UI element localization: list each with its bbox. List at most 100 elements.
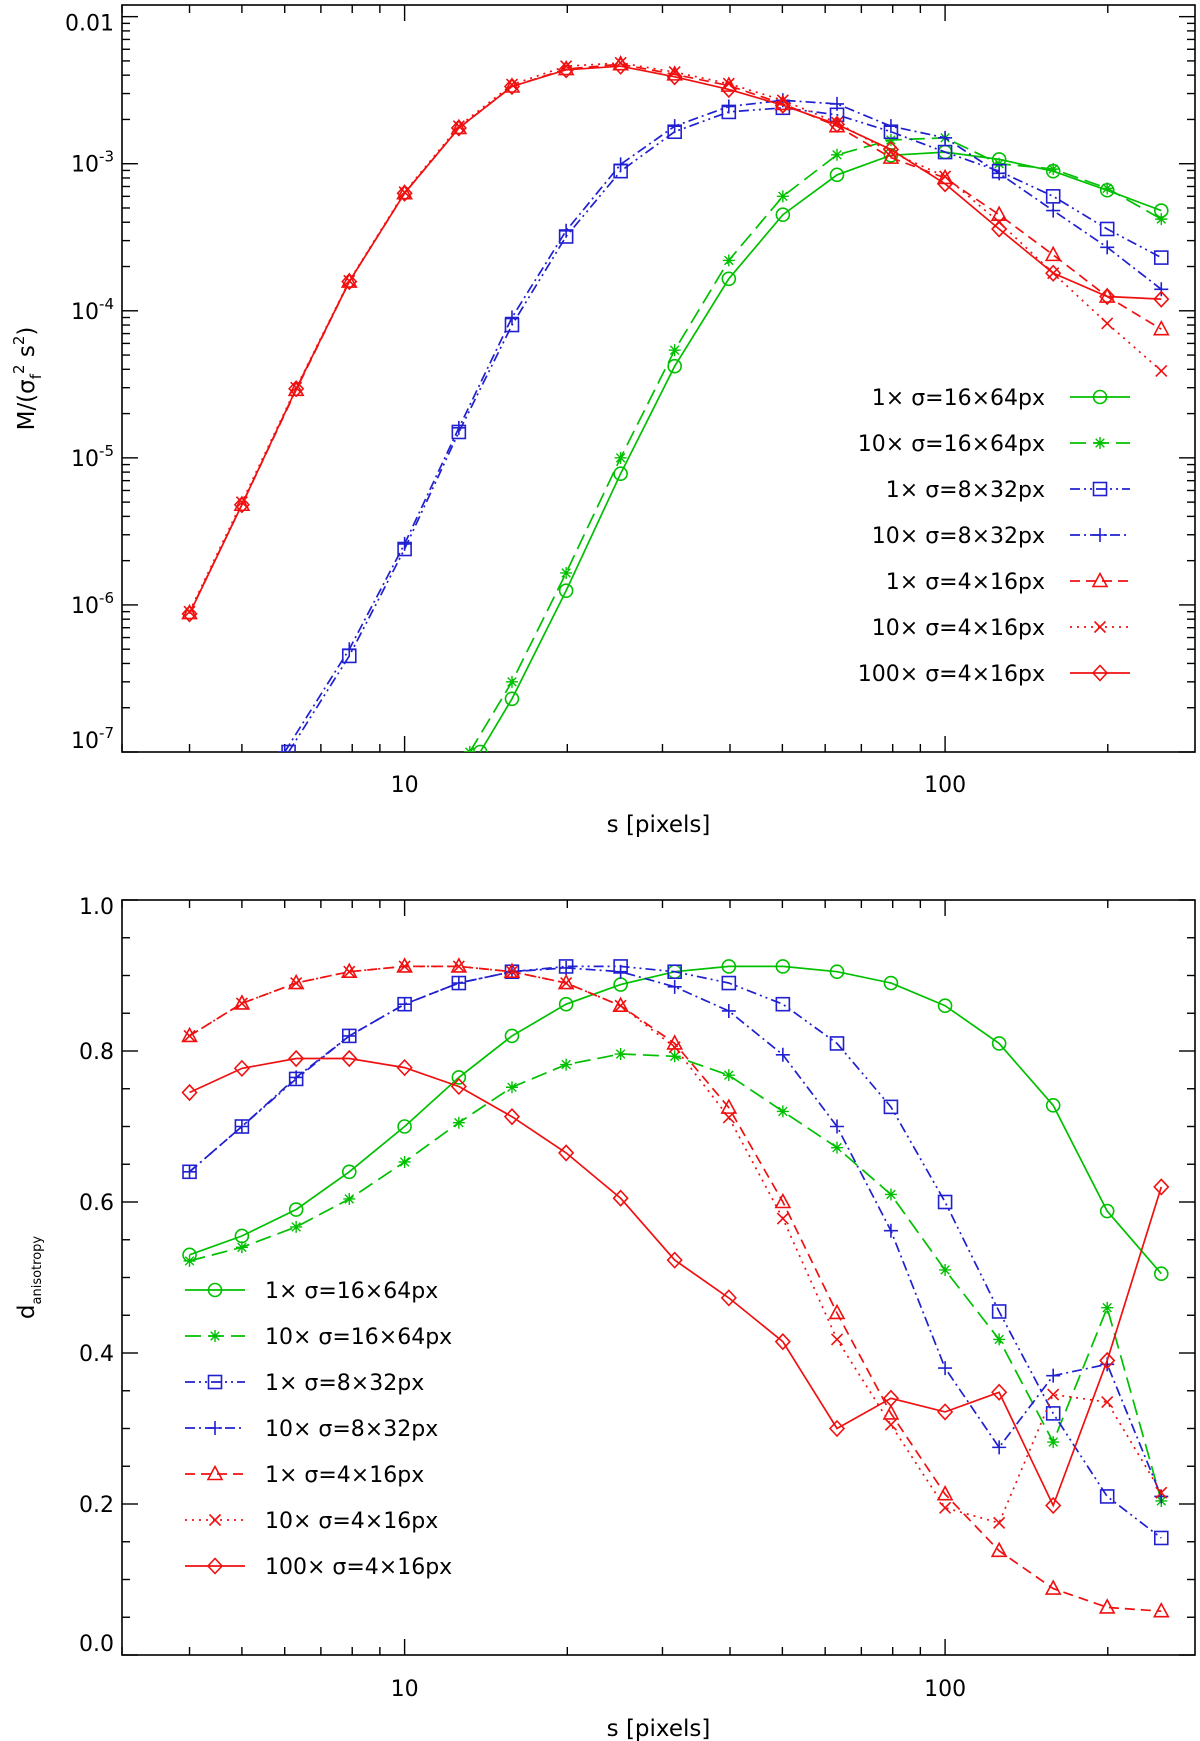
data-point	[560, 1058, 573, 1071]
data-point	[883, 1099, 899, 1115]
data-point	[288, 1202, 304, 1217]
data-point	[936, 1403, 954, 1421]
data-point	[828, 115, 846, 134]
series-line	[188, 65, 1162, 615]
data-point	[937, 998, 953, 1014]
data-point	[1098, 1598, 1116, 1614]
data-point	[396, 184, 413, 200]
legend-item: 1× σ=8×32px	[886, 478, 1130, 503]
x-tick-label: 100	[924, 773, 966, 798]
data-point	[774, 1192, 792, 1209]
legend-item: 10× σ=8×32px	[185, 1417, 438, 1442]
legend-marker	[206, 1557, 224, 1575]
y-tick-label: 0.2	[79, 1493, 114, 1518]
data-point	[1045, 1098, 1061, 1113]
data-point	[721, 271, 737, 287]
data-point	[558, 996, 574, 1012]
x-tick-label: 10	[391, 1677, 419, 1702]
legend-item: 10× σ=8×32px	[872, 524, 1130, 549]
legend-label: 1× σ=16×64px	[265, 1279, 438, 1304]
data-point	[183, 1029, 196, 1042]
data-point	[463, 746, 476, 752]
series-line	[469, 136, 1162, 752]
data-point	[829, 964, 845, 980]
data-point	[882, 1404, 900, 1420]
legend-label: 10× σ=8×32px	[872, 524, 1045, 549]
data-point	[1153, 1266, 1169, 1282]
data-point	[721, 959, 737, 974]
data-point	[505, 965, 519, 978]
data-point	[990, 1541, 1008, 1558]
legend-label: 1× σ=8×32px	[886, 478, 1045, 503]
data-point	[341, 272, 358, 291]
data-point	[398, 1155, 411, 1168]
y-tick-label: 0.4	[79, 1342, 114, 1367]
data-point	[235, 997, 248, 1010]
data-point	[936, 1484, 954, 1501]
data-point	[450, 957, 468, 973]
series-1x-sigma-4x16px	[181, 957, 1170, 1618]
data-point	[233, 994, 251, 1010]
y-tick-label: 0.01	[65, 12, 114, 37]
x-axis-ticks	[121, 900, 1109, 1655]
legend-item: 1× σ=16×64px	[185, 1279, 438, 1304]
data-point	[396, 957, 413, 973]
data-point	[612, 996, 629, 1013]
data-point	[1101, 182, 1114, 195]
y-tick-label: 1.0	[79, 895, 114, 920]
data-point	[614, 1048, 627, 1061]
data-point	[992, 166, 1007, 181]
data-point	[1152, 319, 1170, 336]
data-point	[830, 1119, 845, 1134]
data-point	[397, 997, 412, 1012]
data-point	[558, 583, 574, 598]
data-point	[450, 119, 467, 137]
data-point	[993, 1333, 1006, 1346]
legend-item: 1× σ=4×16px	[185, 1463, 424, 1488]
data-point	[667, 964, 682, 980]
data-point	[667, 979, 682, 994]
y-axis-label: M/(σf2 s2)	[10, 327, 45, 431]
y-tick-label: 10-7	[71, 724, 114, 754]
data-point	[938, 1361, 953, 1376]
data-point	[452, 960, 465, 973]
data-point	[721, 975, 737, 991]
data-point	[1044, 245, 1062, 262]
series-1x-sigma-16x64px	[182, 959, 1169, 1282]
data-point	[342, 642, 357, 657]
data-point	[828, 1303, 846, 1320]
data-point	[666, 1251, 683, 1269]
legend-marker	[1091, 571, 1109, 588]
legend-item: 1× σ=16×64px	[872, 386, 1130, 411]
data-point	[290, 1220, 303, 1233]
legend-item: 1× σ=4×16px	[886, 570, 1130, 595]
series-line	[283, 99, 1162, 752]
data-point	[452, 120, 465, 133]
data-point	[776, 1212, 789, 1225]
data-point	[938, 130, 953, 145]
data-point	[558, 61, 575, 79]
data-point	[560, 976, 573, 990]
data-point	[340, 272, 358, 288]
data-point	[882, 1389, 900, 1407]
data-point	[614, 999, 627, 1012]
data-point	[776, 190, 789, 203]
data-point	[181, 1083, 198, 1102]
data-point	[1099, 287, 1116, 306]
data-point	[557, 973, 575, 990]
data-point	[450, 1077, 467, 1096]
data-point	[505, 78, 519, 91]
data-point	[830, 1333, 844, 1346]
x-axis-label: s [pixels]	[607, 812, 711, 838]
data-point	[396, 1058, 413, 1077]
series-10x-sigma-8x32px	[277, 93, 1169, 752]
legend-item: 10× σ=4×16px	[872, 616, 1130, 641]
y-tick-label: 10-3	[71, 148, 114, 178]
data-point	[720, 1098, 738, 1114]
data-point	[1101, 317, 1114, 330]
legend-marker	[1091, 664, 1109, 682]
data-point	[288, 1049, 305, 1068]
data-point	[1047, 163, 1060, 176]
data-point	[993, 157, 1006, 170]
